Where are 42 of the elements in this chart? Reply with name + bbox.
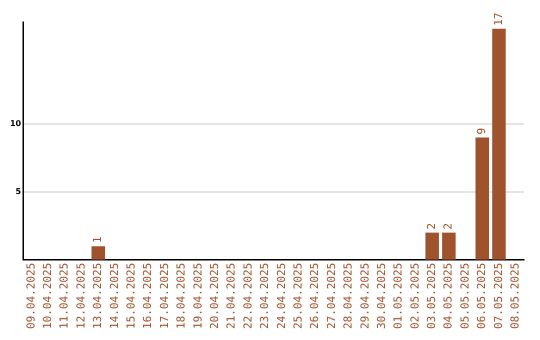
data-label: 2	[442, 222, 455, 230]
x-tick-label: 01.05.2025	[392, 262, 405, 330]
x-tick-label: 26.04.2025	[308, 262, 322, 330]
x-tick-label: 30.04.2025	[374, 262, 388, 330]
data-label: 1	[91, 236, 104, 244]
x-tick-label: 06.05.2025	[475, 262, 488, 330]
x-tick-label: 18.04.2025	[174, 262, 188, 330]
x-tick-label: 16.04.2025	[141, 262, 154, 330]
data-label: 2	[425, 222, 438, 230]
x-tick-label: 04.05.2025	[442, 262, 455, 330]
x-tick-label: 08.05.2025	[508, 262, 522, 330]
x-tick-label: 19.04.2025	[191, 262, 204, 330]
x-tick-label: 13.04.2025	[91, 262, 104, 330]
x-tick-label: 20.04.2025	[208, 262, 221, 330]
bar	[442, 232, 456, 260]
y-tick-label: 10	[10, 118, 22, 128]
data-label: 9	[475, 128, 488, 134]
x-tick-label: 27.04.2025	[324, 262, 338, 330]
x-tick-label: 22.04.2025	[241, 262, 254, 330]
x-tick-label: 03.05.2025	[425, 262, 438, 330]
bar	[92, 246, 106, 260]
bar	[425, 232, 439, 260]
x-tick-label: 09.04.2025	[24, 262, 38, 330]
x-tick-label: 11.04.2025	[58, 262, 71, 330]
y-tick-label: 5	[16, 186, 22, 196]
x-tick-label: 10.04.2025	[41, 262, 54, 330]
x-tick-label: 21.04.2025	[224, 262, 238, 330]
x-tick-label: 12.04.2025	[74, 262, 88, 330]
x-tick-label: 07.05.2025	[492, 262, 505, 330]
x-tick-label: 17.04.2025	[158, 262, 171, 330]
x-tick-label: 24.04.2025	[274, 262, 288, 330]
x-tick-label: 05.05.2025	[458, 262, 472, 330]
bar	[476, 137, 490, 260]
x-tick-label: 15.04.2025	[124, 262, 138, 330]
x-tick-label: 02.05.2025	[408, 262, 422, 330]
x-tick-label: 14.04.2025	[108, 262, 121, 330]
x-tick-label: 29.04.2025	[358, 262, 372, 330]
bar	[492, 28, 506, 260]
x-tick-label: 28.04.2025	[342, 262, 355, 330]
data-label: 17	[492, 12, 505, 26]
x-tick-label: 25.04.2025	[291, 262, 304, 330]
x-tick-label: 23.04.2025	[258, 262, 272, 330]
